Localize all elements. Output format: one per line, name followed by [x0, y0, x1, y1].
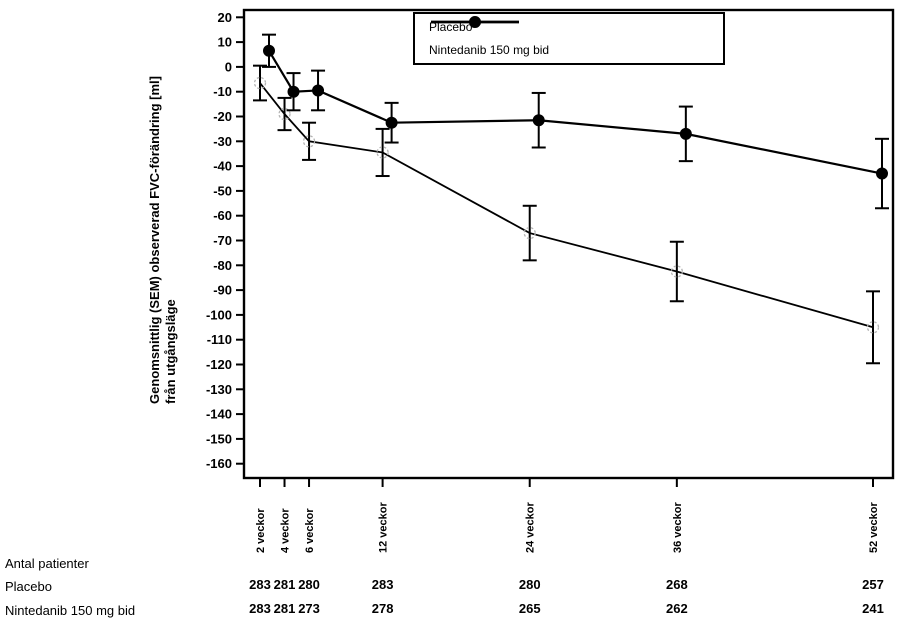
x-tick-label: 6 veckor — [304, 508, 316, 553]
y-tick-label: -110 — [207, 332, 232, 347]
y-tick-label: -150 — [206, 431, 232, 446]
y-tick-label: -10 — [213, 84, 232, 99]
x-tick-label: 24 veckor — [525, 502, 537, 553]
plot-frame — [242, 8, 895, 480]
data-point-nintedanib-wk12 — [385, 116, 398, 129]
series-line-nintedanib — [268, 50, 883, 175]
patient-table-title: Antal patienter — [5, 556, 89, 571]
data-point-nintedanib-wk6 — [312, 84, 325, 97]
patient-count-placebo-wk24: 280 — [519, 577, 541, 592]
y-tick-label: -90 — [213, 283, 232, 298]
legend-label-nintedanib: Nintedanib 150 mg bid — [429, 43, 550, 57]
legend-item-nintedanib: Nintedanib 150 mg bid — [415, 16, 723, 60]
y-tick-label: -160 — [206, 456, 232, 471]
data-point-nintedanib-wk2 — [263, 44, 275, 57]
patient-count-nintedanib-wk24: 265 — [519, 601, 541, 616]
y-tick-label: -140 — [206, 407, 232, 422]
patient-count-nintedanib-wk12: 278 — [372, 601, 394, 616]
patient-count-placebo-wk2: 283 — [249, 577, 271, 592]
data-point-placebo-wk4 — [278, 107, 291, 121]
data-point-nintedanib-wk36 — [679, 127, 692, 140]
data-point-nintedanib-wk4 — [287, 85, 300, 98]
y-tick-label: -70 — [213, 233, 232, 248]
patient-count-placebo-wk12: 283 — [372, 577, 394, 592]
data-point-placebo-wk12 — [376, 146, 389, 159]
patient-count-nintedanib-wk6: 273 — [298, 601, 320, 616]
x-tick-label: 12 veckor — [378, 502, 390, 553]
series-line-placebo — [259, 82, 874, 329]
patient-table-row-label-placebo: Placebo — [5, 579, 52, 594]
y-tick-label: -30 — [213, 134, 232, 149]
patient-table-row-label-nintedanib: Nintedanib 150 mg bid — [5, 603, 136, 618]
legend-label-placebo: Placebo — [429, 20, 473, 34]
y-axis-label-line1: Genomsnittlig (SEM) observerad FVC-förän… — [147, 76, 162, 404]
patient-count-placebo-wk6: 280 — [298, 577, 320, 592]
data-point-placebo-wk52 — [866, 321, 880, 334]
patient-count-placebo-wk4: 281 — [274, 577, 296, 592]
y-tick-label: -100 — [206, 307, 232, 322]
y-tick-label: -130 — [206, 382, 232, 397]
patient-count-placebo-wk52: 257 — [862, 577, 884, 592]
data-point-placebo-wk6 — [302, 135, 316, 148]
data-point-placebo-wk2 — [253, 76, 267, 90]
y-axis-label: Genomsnittlig (SEM) observerad FVC-förän… — [147, 76, 179, 404]
patient-count-nintedanib-wk52: 241 — [862, 601, 884, 616]
y-tick-label: -120 — [206, 357, 232, 372]
data-point-nintedanib-wk24 — [532, 114, 545, 127]
y-tick-label: -80 — [213, 258, 232, 273]
y-tick-label: -50 — [213, 183, 232, 198]
x-tick-label: 2 veckor — [255, 508, 267, 553]
y-tick-label: 20 — [218, 10, 232, 25]
nintedanib-line-filled-circle-icon — [431, 16, 519, 28]
y-tick-label: 10 — [218, 35, 232, 50]
y-tick-label: -40 — [213, 159, 232, 174]
legend: Placebo Nintedanib 150 mg bid — [413, 12, 725, 65]
data-point-placebo-wk24 — [523, 226, 536, 240]
x-tick-label: 36 veckor — [672, 502, 684, 553]
patient-count-nintedanib-wk36: 262 — [666, 601, 688, 616]
x-tick-label: 4 veckor — [280, 508, 292, 553]
y-tick-label: -20 — [213, 109, 232, 124]
y-axis-label-line2: från utgångsläge — [163, 299, 178, 404]
x-tick-label: 52 veckor — [868, 502, 880, 553]
data-point-nintedanib-wk52 — [876, 167, 888, 180]
patient-count-nintedanib-wk4: 281 — [274, 601, 296, 616]
data-point-placebo-wk36 — [670, 265, 683, 278]
patient-count-placebo-wk36: 268 — [666, 577, 688, 592]
patient-count-nintedanib-wk2: 283 — [249, 601, 271, 616]
y-tick-label: 0 — [225, 59, 232, 74]
y-tick-label: -60 — [213, 208, 232, 223]
